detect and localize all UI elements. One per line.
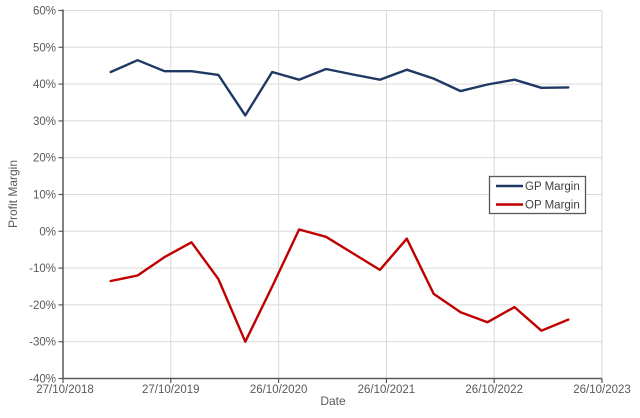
legend-box: [488, 175, 587, 215]
y-tick-label: 40%: [33, 79, 56, 91]
x-axis-title: Date: [320, 394, 346, 408]
legend-label: GP Margin: [525, 181, 580, 193]
y-tick-label: 0%: [39, 226, 56, 238]
legend-entry-op-margin: OP Margin: [496, 200, 580, 212]
y-tick-label: -40%: [29, 374, 56, 386]
legend-label: OP Margin: [525, 200, 580, 212]
legend-entry-gp-margin: GP Margin: [496, 181, 580, 193]
x-tick-label: 26/10/2021: [358, 384, 416, 396]
legend: GP Margin OP Margin: [488, 175, 587, 215]
y-tick-label: 10%: [33, 190, 56, 202]
x-tick-label: 27/10/2019: [142, 384, 200, 396]
series-line-op-margin: [109, 228, 570, 343]
x-tick-label: 26/10/2020: [250, 384, 308, 396]
series-line-gp-margin: [109, 59, 570, 117]
y-tick-label: 60%: [33, 6, 56, 18]
y-tick-label: -30%: [29, 337, 56, 349]
y-tick-label: -20%: [29, 300, 56, 312]
y-tick-label: 50%: [33, 42, 56, 54]
y-tick-label: -10%: [29, 263, 56, 275]
x-tick-label: 26/10/2022: [465, 384, 523, 396]
x-tick-label: 27/10/2018: [36, 384, 94, 396]
x-tick-label: 26/10/2023: [573, 384, 631, 396]
y-axis-title: Profit Margin: [6, 159, 20, 229]
y-tick-label: 20%: [33, 153, 56, 165]
y-tick-label: 30%: [33, 116, 56, 128]
